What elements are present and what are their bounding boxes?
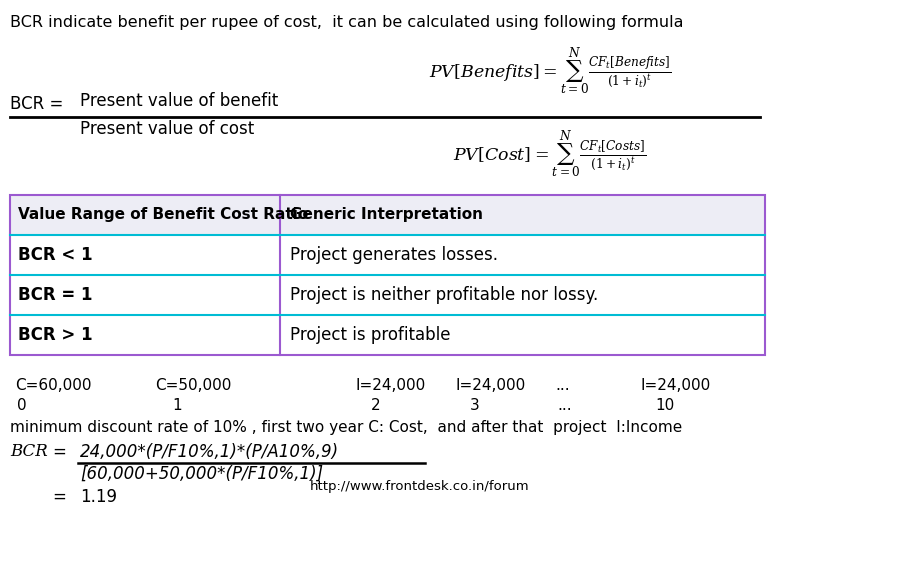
Text: =: = [52,488,66,506]
Text: 2: 2 [371,398,381,413]
Text: BCR indicate benefit per rupee of cost,  it can be calculated using following fo: BCR indicate benefit per rupee of cost, … [10,15,683,30]
Text: C=60,000: C=60,000 [15,378,91,393]
Text: =: = [52,443,66,461]
Text: I=24,000: I=24,000 [455,378,525,393]
Text: http://www.frontdesk.co.in/forum: http://www.frontdesk.co.in/forum [310,480,529,493]
Text: Value Range of Benefit Cost Ratio: Value Range of Benefit Cost Ratio [18,207,309,223]
Text: Project is neither profitable nor lossy.: Project is neither profitable nor lossy. [290,286,598,304]
Bar [10,195,765,355]
Text: BCR > 1: BCR > 1 [18,326,92,344]
Text: 3: 3 [470,398,480,413]
Text: $\mathit{PV[Benefits]} = \sum_{t=0}^{N} \frac{CF_t[Benefits]}{(1+i_t)^t}$: $\mathit{PV[Benefits]} = \sum_{t=0}^{N} … [429,45,672,98]
Text: [60,000+50,000*(P/F10%,1)]: [60,000+50,000*(P/F10%,1)] [80,465,323,483]
Text: ...: ... [557,398,572,413]
Text: Present value of cost: Present value of cost [80,120,254,138]
Text: I=24,000: I=24,000 [640,378,710,393]
Text: 1: 1 [172,398,182,413]
Text: BCR =: BCR = [10,95,69,113]
Text: BCR = 1: BCR = 1 [18,286,92,304]
Text: $\mathit{PV[Cost]} = \sum_{t=0}^{N} \frac{CF_t[Costs]}{(1+i_t)^t}$: $\mathit{PV[Cost]} = \sum_{t=0}^{N} \fra… [453,128,647,180]
Text: Present value of benefit: Present value of benefit [80,92,278,110]
Text: Generic Interpretation: Generic Interpretation [290,207,483,223]
Text: BCR: BCR [10,443,48,460]
Text: minimum discount rate of 10% , first two year C: Cost,  and after that  project : minimum discount rate of 10% , first two… [10,420,682,435]
Text: 10: 10 [655,398,674,413]
Text: I=24,000: I=24,000 [355,378,425,393]
Text: 1.19: 1.19 [80,488,117,506]
Text: 24,000*(P/F10%,1)*(P/A10%,9): 24,000*(P/F10%,1)*(P/A10%,9) [80,443,339,461]
Text: Project is profitable: Project is profitable [290,326,451,344]
Bar [10,195,765,355]
Text: 0: 0 [17,398,26,413]
Text: BCR < 1: BCR < 1 [18,246,92,264]
Text: C=50,000: C=50,000 [155,378,232,393]
Text: Project generates losses.: Project generates losses. [290,246,498,264]
Text: ...: ... [555,378,569,393]
Bar [10,195,765,235]
